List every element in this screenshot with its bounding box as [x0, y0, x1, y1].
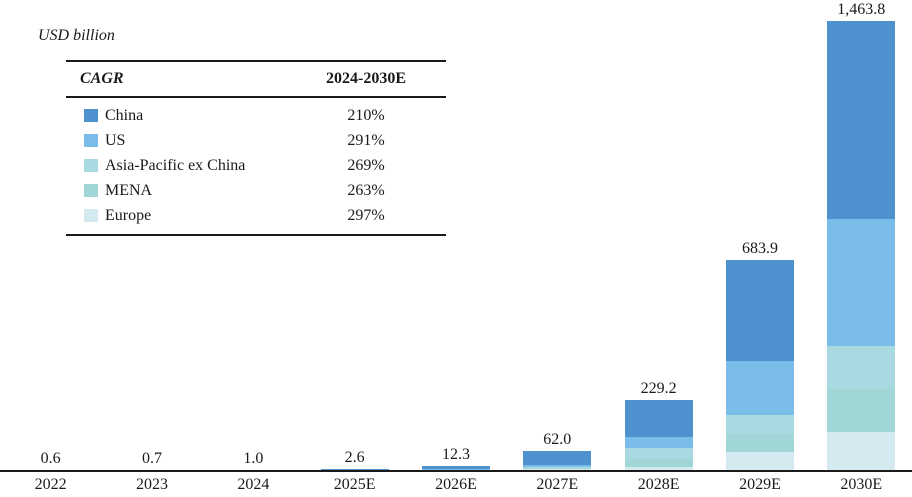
mena-color-swatch [84, 184, 98, 197]
bar-segment-mena [624, 458, 693, 467]
bar-column-2026E: 12.3 [405, 447, 506, 470]
bar-segment-us [827, 218, 896, 347]
bar-total-label-2027E: 62.0 [543, 431, 572, 449]
x-tick-label-2030E: 2030E [840, 476, 883, 493]
x-tick-label-2022: 2022 [34, 476, 67, 493]
china-color-swatch [84, 109, 98, 122]
bar-segment-us [523, 464, 592, 467]
bar-segment-mena [725, 433, 794, 452]
legend-header-period: 2024-2030E [326, 70, 406, 87]
legend-cagr-us: 291% [347, 131, 385, 149]
bar-column-2023: 0.7 [101, 449, 202, 470]
legend-row-europe: Europe 297% [66, 203, 446, 228]
bar-total-label-2022: 0.6 [40, 449, 61, 467]
bar-total-label-2023: 0.7 [141, 449, 162, 467]
legend-label-us: US [105, 131, 126, 149]
x-axis-tick-labels: 2022 2023 2024 2025E 2026E 2027E 2028E 2029E 203… [0, 476, 912, 494]
bar-total-label-2026E: 12.3 [441, 446, 470, 464]
legend-label-europe: Europe [105, 206, 152, 224]
legend-label-asia-pacific-ex-china: Asia-Pacific ex China [105, 156, 246, 174]
bar-segment-asia-pacific-ex-china [725, 414, 794, 434]
bar-total-label-2024: 1.0 [243, 449, 264, 467]
x-axis-line [0, 470, 912, 472]
bar-total-label-2029E: 683.9 [741, 240, 778, 258]
legend-cagr-asia-pacific-ex-china: 269% [347, 156, 385, 174]
bar-segment-china [624, 399, 693, 437]
bar-segment-china [827, 21, 896, 219]
bar-column-2022: 0.6 [0, 449, 101, 470]
bar-column-2028E: 229.2 [608, 379, 709, 470]
bar-segment-china [320, 469, 389, 470]
bar-column-2029E: 683.9 [709, 241, 810, 470]
bar-column-2025E: 2.6 [304, 450, 405, 470]
x-tick-label-2023: 2023 [135, 476, 168, 493]
bar-column-2030E: 1,463.8 [811, 2, 912, 470]
bar-segment-mena [523, 468, 592, 470]
bar-total-label-2030E: 1,463.8 [837, 1, 886, 19]
x-tick-label-2029E: 2029E [739, 476, 781, 493]
x-tick-label-2024: 2024 [237, 476, 270, 493]
bar-column-2027E: 62.0 [507, 432, 608, 470]
bar-segment-asia-pacific-ex-china [827, 346, 896, 389]
legend-body: China 210% US 291% Asia-Pacific ex China… [66, 98, 446, 234]
us-color-swatch [84, 134, 98, 147]
stacked-bar-2027E [523, 451, 592, 470]
legend-cagr-europe: 297% [347, 206, 385, 224]
bar-segment-mena [827, 388, 896, 432]
bar-segment-us [624, 436, 693, 449]
legend-header-row: CAGR 2024-2030E [66, 62, 446, 98]
europe-color-swatch [84, 209, 98, 222]
bar-segment-china [421, 466, 490, 470]
stacked-bar-2025E [320, 469, 389, 470]
bar-segment-china [523, 451, 592, 465]
bar-total-label-2028E: 229.2 [640, 379, 677, 397]
bar-segment-europe [624, 466, 693, 470]
x-tick-label-2025E: 2025E [333, 476, 376, 493]
bar-column-2024: 1.0 [203, 449, 304, 470]
legend-cagr-mena: 263% [347, 181, 385, 199]
stacked-bar-2029E [725, 260, 794, 470]
legend-row-us: US 291% [66, 128, 446, 153]
legend-header-cagr: CAGR [80, 70, 124, 87]
legend-cagr-table: CAGR 2024-2030E China 210% US 291% Asia-… [66, 60, 446, 236]
legend-row-mena: MENA 263% [66, 178, 446, 203]
legend-label-mena: MENA [105, 181, 153, 199]
stacked-bar-2028E [624, 399, 693, 470]
x-tick-label-2027E: 2027E [536, 476, 579, 493]
y-axis-unit-label: USD billion [38, 27, 115, 44]
bar-chart: 0.6 0.7 1.0 2.6 12.3 62.0 229.2 683.9 1,463.8 [0, 2, 912, 470]
bar-segment-europe [827, 431, 896, 470]
legend-row-china: China 210% [66, 103, 446, 128]
bar-segment-asia-pacific-ex-china [624, 448, 693, 459]
bar-segment-china [725, 260, 794, 361]
bar-segment-europe [523, 469, 592, 470]
asia-pacific-ex-china-color-swatch [84, 159, 98, 172]
bar-segment-asia-pacific-ex-china [523, 466, 592, 469]
x-tick-label-2026E: 2026E [435, 476, 477, 493]
legend-cagr-china: 210% [347, 106, 385, 124]
stacked-bar-2026E [421, 466, 490, 470]
bar-segment-europe [725, 451, 794, 470]
bar-total-label-2025E: 2.6 [344, 449, 365, 467]
stacked-bar-2030E [827, 21, 896, 470]
legend-row-asia-pacific-ex-china: Asia-Pacific ex China 269% [66, 153, 446, 178]
bar-segment-us [725, 360, 794, 415]
x-tick-label-2028E: 2028E [637, 476, 680, 493]
legend-label-china: China [105, 106, 144, 124]
